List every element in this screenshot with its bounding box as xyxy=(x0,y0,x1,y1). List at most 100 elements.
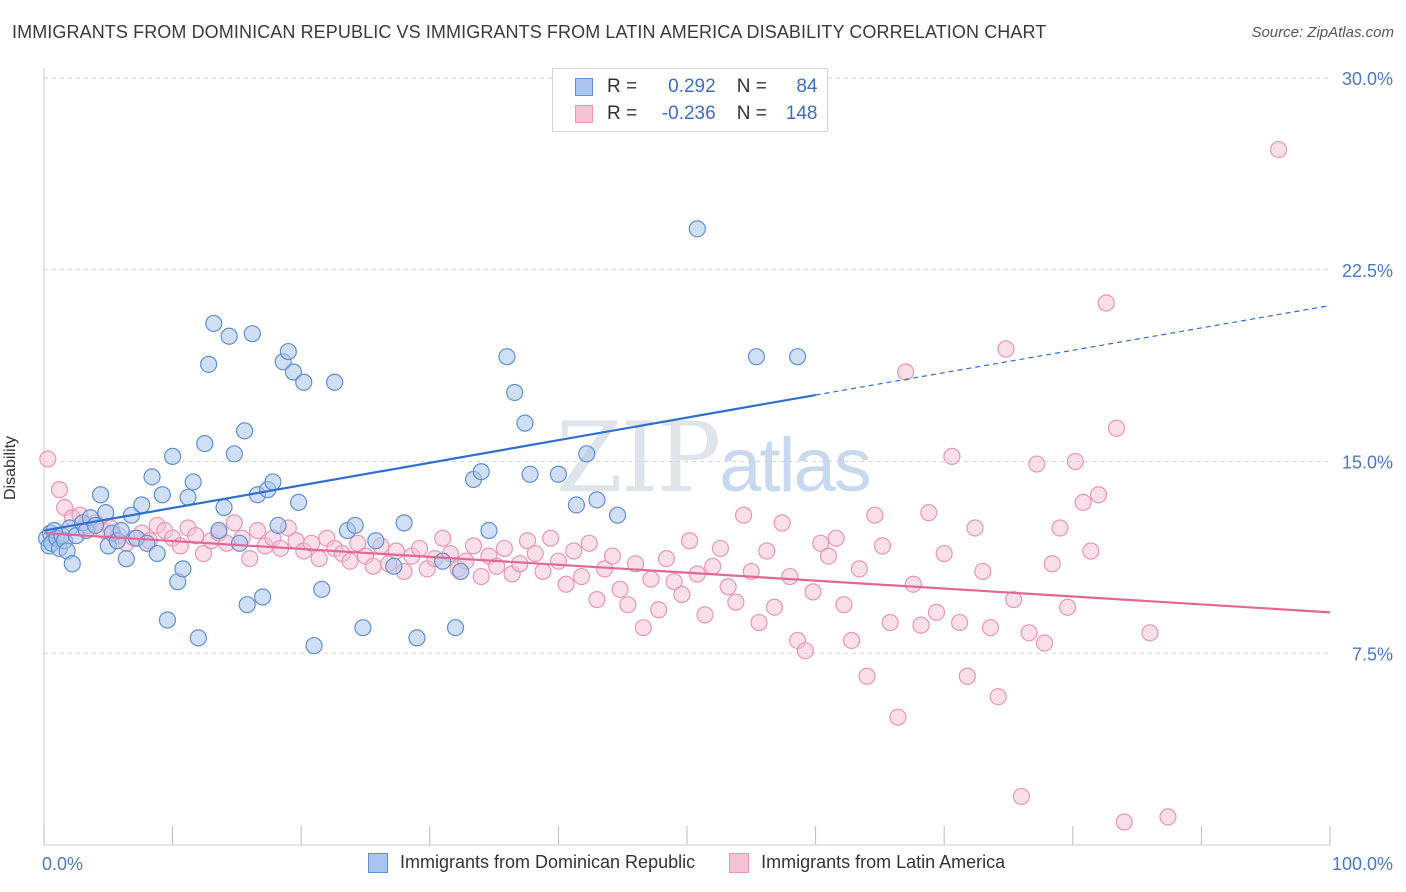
pink-point xyxy=(50,481,69,499)
pink-point xyxy=(912,616,930,634)
pink-point xyxy=(310,550,328,568)
legend-swatch-pink xyxy=(575,105,593,123)
pink-point xyxy=(711,539,730,558)
legend-r-value: 0.292 xyxy=(668,76,716,97)
blue-point xyxy=(196,435,214,453)
blue-point xyxy=(506,383,524,402)
blue-point xyxy=(269,516,287,535)
pink-point xyxy=(302,534,321,552)
y-tick-label: 15.0% xyxy=(1342,453,1393,473)
pink-point xyxy=(680,532,699,550)
pink-point xyxy=(611,580,629,598)
pink-point xyxy=(364,557,382,575)
pink-point xyxy=(565,542,583,560)
pink-point xyxy=(642,570,660,588)
blue-point xyxy=(230,534,249,552)
pink-point xyxy=(387,542,405,560)
blue-point xyxy=(567,496,586,514)
pink-point xyxy=(1269,140,1288,159)
pink-point xyxy=(858,667,876,685)
pink-point xyxy=(1035,634,1054,652)
blue-point xyxy=(238,596,256,614)
blue-point xyxy=(164,447,182,465)
pink-point xyxy=(1005,590,1023,609)
blue-trend-line-dashed xyxy=(815,304,1331,396)
blue-point xyxy=(608,506,627,524)
pink-point xyxy=(696,606,714,624)
pink-point xyxy=(603,547,622,565)
blue-point xyxy=(254,588,272,606)
pink-point xyxy=(619,596,637,614)
blue-point xyxy=(747,348,766,366)
bottom-legend-item-latin: Immigrants from Latin America xyxy=(729,852,1005,873)
pink-point xyxy=(1059,598,1077,616)
pink-point xyxy=(410,539,429,558)
pink-point xyxy=(897,363,915,381)
blue-point xyxy=(385,557,403,575)
pink-point xyxy=(1043,555,1061,573)
blue-point xyxy=(243,325,261,343)
blue-point xyxy=(395,514,413,532)
pink-point xyxy=(665,573,683,591)
pink-point xyxy=(819,547,838,565)
pink-point xyxy=(1115,813,1133,831)
blue-point xyxy=(549,465,568,483)
pink-point xyxy=(1051,519,1069,537)
pink-point xyxy=(225,514,243,532)
pink-point xyxy=(727,593,745,611)
pink-point xyxy=(719,578,737,596)
pink-point xyxy=(850,560,868,578)
blue-point xyxy=(434,552,452,570)
pink-point xyxy=(657,550,676,568)
blue-point xyxy=(133,496,151,514)
legend-r-value: -0.236 xyxy=(661,103,716,124)
pink-point xyxy=(1097,294,1115,312)
legend-r-label: R = xyxy=(607,103,638,124)
pink-point xyxy=(920,504,938,522)
pink-point xyxy=(935,544,953,563)
blue-point xyxy=(148,544,166,563)
pink-point xyxy=(943,447,961,465)
pink-point xyxy=(472,567,490,586)
blue-point xyxy=(189,629,207,647)
watermark-atlas: atlas xyxy=(719,423,872,508)
pink-point xyxy=(827,529,845,547)
blue-point xyxy=(158,611,177,629)
pink-point xyxy=(704,557,722,575)
blue-point xyxy=(588,491,606,509)
blue-point xyxy=(236,422,254,440)
pink-point xyxy=(557,575,575,593)
x-tick-label: 100.0% xyxy=(1332,854,1393,874)
blue-point xyxy=(788,348,807,366)
pink-point xyxy=(518,532,537,550)
pink-point xyxy=(873,537,892,555)
blue-point xyxy=(112,521,130,540)
pink-point xyxy=(549,552,568,570)
legend-r-label: R = xyxy=(607,76,638,97)
blue-point xyxy=(354,619,372,637)
pink-trend-line xyxy=(43,531,1331,614)
pink-point xyxy=(248,521,267,540)
blue-point xyxy=(346,516,364,535)
pink-point xyxy=(765,598,784,616)
pink-point xyxy=(580,534,598,552)
blue-point xyxy=(153,486,171,504)
blue-point xyxy=(225,445,243,463)
blue-point xyxy=(305,636,323,655)
source-credit: Source: ZipAtlas.com xyxy=(1251,24,1394,41)
blue-point xyxy=(200,355,218,373)
blue-point xyxy=(117,550,135,568)
pink-point xyxy=(495,539,513,558)
blue-point xyxy=(264,473,282,491)
blue-point xyxy=(179,488,197,506)
legend: R = 0.292 N = 84 R = -0.236 N = 148 xyxy=(552,68,828,132)
bottom-legend-label: Immigrants from Dominican Republic xyxy=(400,852,696,872)
blue-point xyxy=(521,465,539,483)
pink-point xyxy=(758,542,776,560)
blue-point xyxy=(688,220,706,238)
x-tick-label: 0.0% xyxy=(42,854,83,874)
blue-point xyxy=(446,619,465,637)
pink-point xyxy=(997,340,1015,358)
blue-point xyxy=(215,498,233,517)
